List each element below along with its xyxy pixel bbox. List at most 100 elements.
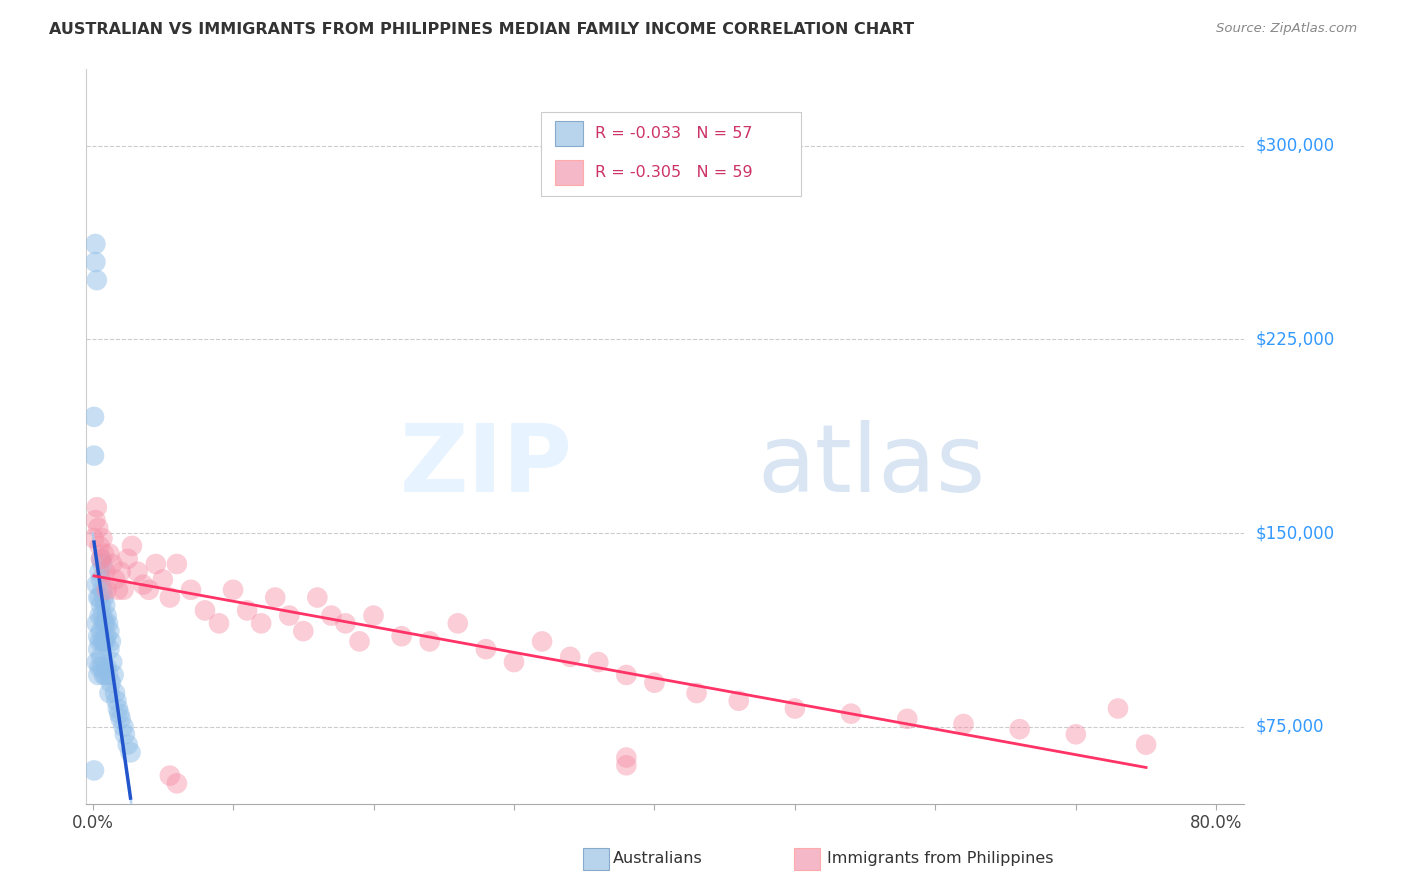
Point xyxy=(103,668,125,682)
Point xyxy=(180,582,202,597)
Point xyxy=(108,706,131,721)
Point xyxy=(98,624,121,638)
Point xyxy=(292,624,315,638)
Point xyxy=(1135,738,1157,752)
Point xyxy=(90,551,112,566)
Point xyxy=(89,660,111,674)
Point xyxy=(114,727,136,741)
Point xyxy=(90,551,112,566)
Point xyxy=(236,603,259,617)
Text: AUSTRALIAN VS IMMIGRANTS FROM PHILIPPINES MEDIAN FAMILY INCOME CORRELATION CHART: AUSTRALIAN VS IMMIGRANTS FROM PHILIPPINE… xyxy=(49,22,914,37)
Text: Australians: Australians xyxy=(613,852,703,866)
Point xyxy=(117,738,139,752)
Point xyxy=(107,582,129,597)
Point xyxy=(87,629,110,643)
Point xyxy=(349,634,371,648)
Point xyxy=(87,591,110,605)
Text: atlas: atlas xyxy=(758,419,986,512)
Point xyxy=(93,547,115,561)
Point xyxy=(89,608,111,623)
Point xyxy=(90,624,112,638)
Point xyxy=(307,591,329,605)
Point xyxy=(91,634,114,648)
Point xyxy=(531,634,554,648)
Point xyxy=(89,591,111,605)
Point xyxy=(1107,701,1129,715)
Point xyxy=(132,577,155,591)
Point xyxy=(166,557,188,571)
Point xyxy=(91,608,114,623)
Point xyxy=(278,608,301,623)
Point xyxy=(120,745,142,759)
Point xyxy=(264,591,287,605)
Text: $75,000: $75,000 xyxy=(1256,717,1324,736)
Point xyxy=(145,557,167,571)
Point xyxy=(110,565,132,579)
Point xyxy=(89,634,111,648)
Point xyxy=(83,449,105,463)
Point xyxy=(110,712,132,726)
Point xyxy=(100,634,122,648)
Point xyxy=(363,608,385,623)
Point xyxy=(447,616,470,631)
Text: $300,000: $300,000 xyxy=(1256,137,1334,155)
Point xyxy=(86,616,108,631)
Text: $225,000: $225,000 xyxy=(1256,330,1334,349)
Point xyxy=(643,675,665,690)
Point xyxy=(685,686,707,700)
Point xyxy=(1064,727,1087,741)
Point xyxy=(91,531,114,545)
Point xyxy=(91,660,114,674)
Point xyxy=(100,675,122,690)
Point xyxy=(86,500,108,515)
Point xyxy=(96,629,118,643)
Point xyxy=(91,582,114,597)
Point xyxy=(86,273,108,287)
Point xyxy=(98,686,121,700)
Point xyxy=(107,701,129,715)
Point xyxy=(896,712,918,726)
Point xyxy=(94,599,117,613)
Point xyxy=(159,591,181,605)
Point xyxy=(94,634,117,648)
Point xyxy=(839,706,862,721)
Point xyxy=(105,694,128,708)
Point xyxy=(89,565,111,579)
Point xyxy=(117,551,139,566)
Point xyxy=(91,557,114,571)
Point xyxy=(84,255,107,269)
Point xyxy=(475,642,498,657)
Point xyxy=(94,565,117,579)
Point xyxy=(94,668,117,682)
Point xyxy=(335,616,357,631)
Point xyxy=(112,720,135,734)
Point xyxy=(104,686,127,700)
Point xyxy=(614,668,637,682)
Point xyxy=(391,629,413,643)
Point xyxy=(97,616,120,631)
Point xyxy=(783,701,806,715)
Point xyxy=(138,582,160,597)
Point xyxy=(87,668,110,682)
Point xyxy=(166,776,188,790)
Point xyxy=(222,582,245,597)
Point xyxy=(101,557,124,571)
Point xyxy=(159,769,181,783)
Point xyxy=(104,573,127,587)
Point xyxy=(560,649,582,664)
Point xyxy=(93,591,115,605)
Point xyxy=(98,642,121,657)
Point xyxy=(84,237,107,252)
Point xyxy=(503,655,526,669)
Point xyxy=(90,649,112,664)
Text: R = -0.033   N = 57: R = -0.033 N = 57 xyxy=(595,127,752,141)
Point xyxy=(83,531,105,545)
Point xyxy=(87,521,110,535)
Point xyxy=(96,660,118,674)
Point xyxy=(90,573,112,587)
Point xyxy=(321,608,343,623)
Text: Immigrants from Philippines: Immigrants from Philippines xyxy=(827,852,1053,866)
Point xyxy=(84,513,107,527)
Point xyxy=(727,694,749,708)
Point xyxy=(90,599,112,613)
